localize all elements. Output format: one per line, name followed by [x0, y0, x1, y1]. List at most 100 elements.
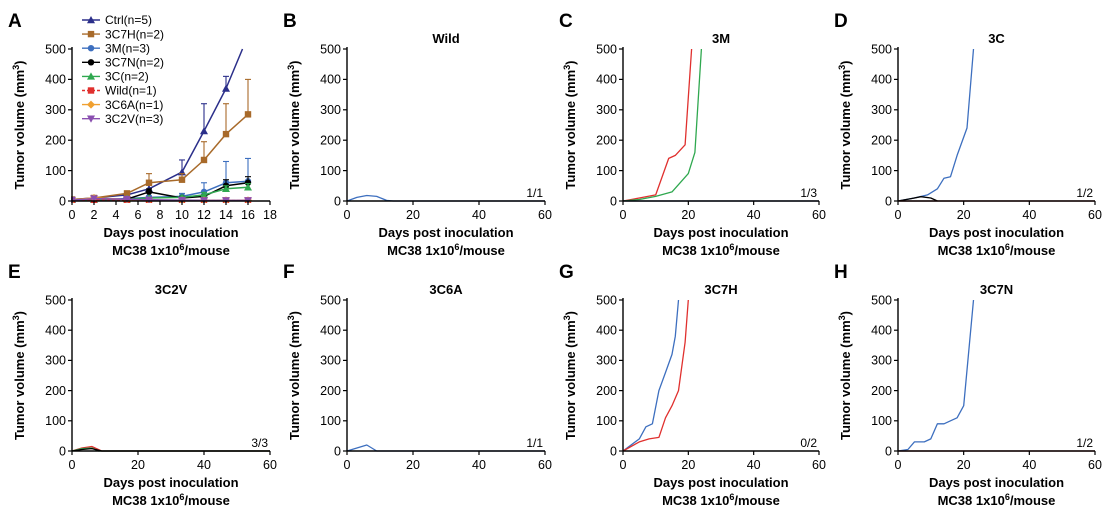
- x-tick-label: 2: [91, 208, 98, 222]
- x-axis-subtitle: MC38 1x106/mouse: [662, 242, 780, 258]
- x-axis-title: Days post inoculation: [929, 225, 1064, 240]
- y-axis-title: Tumor volume (mm3): [11, 60, 27, 189]
- data-point: [90, 195, 98, 203]
- series-group: [897, 48, 1095, 202]
- x-axis-title: Days post inoculation: [378, 225, 513, 240]
- series-group: [346, 444, 545, 452]
- y-tick-label: 400: [871, 324, 892, 338]
- legend-item: Wild(n=1): [82, 84, 157, 98]
- panel-title: 3C7H: [704, 282, 737, 297]
- legend-label: 3C(n=2): [105, 70, 149, 84]
- series-group: [622, 48, 819, 202]
- x-axis-subtitle: MC38 1x106/mouse: [662, 492, 780, 508]
- legend-item: 3C6A(n=1): [82, 98, 163, 112]
- x-tick-label: 0: [344, 458, 351, 472]
- x-tick-label: 20: [957, 208, 971, 222]
- y-tick-label: 400: [871, 73, 892, 87]
- x-tick-label: 60: [538, 208, 552, 222]
- data-point: [178, 176, 186, 183]
- x-tick-label: 60: [1088, 208, 1102, 222]
- y-tick-label: 200: [45, 384, 66, 398]
- data-point: [244, 179, 252, 186]
- y-tick-label: 0: [885, 444, 892, 458]
- data-point: [145, 179, 153, 186]
- y-tick-label: 200: [45, 134, 66, 148]
- panel-letter: B: [283, 11, 297, 32]
- series-line-0: [346, 444, 545, 452]
- x-tick-label: 40: [747, 208, 761, 222]
- legend-marker: [87, 45, 95, 52]
- data-point: [222, 197, 230, 203]
- x-axis-title: Days post inoculation: [103, 475, 238, 490]
- x-tick-label: 0: [895, 458, 902, 472]
- y-tick-label: 400: [45, 73, 66, 87]
- y-tick-label: 200: [596, 134, 617, 148]
- x-tick-label: 40: [197, 458, 211, 472]
- panel-f: F 3C6A 0 100 200 300 400 500 0 20 40 60 Tumor volume…: [283, 262, 552, 472]
- legend-item: 3C7N(n=2): [82, 56, 164, 70]
- legend-marker: [87, 59, 95, 66]
- y-tick-label: 500: [596, 42, 617, 56]
- data-point: [123, 195, 131, 203]
- y-tick-label: 300: [320, 103, 341, 117]
- y-tick-label: 300: [320, 354, 341, 368]
- y-tick-label: 100: [596, 414, 617, 428]
- series-line-0: [622, 48, 693, 202]
- legend-label: 3C7H(n=2): [105, 27, 164, 41]
- panel-letter: F: [283, 262, 295, 283]
- panel-title: Wild: [432, 31, 459, 46]
- panel-b: B Wild 0 100 200 300 400 500 0 20 40 60 Days post in…: [283, 11, 552, 258]
- y-tick-label: 100: [320, 414, 341, 428]
- y-axis-title: Tumor volume (mm3): [837, 60, 853, 189]
- y-tick-label: 400: [45, 324, 66, 338]
- x-tick-label: 60: [1088, 458, 1102, 472]
- y-tick-label: 500: [320, 42, 341, 56]
- legend-label: 3C7N(n=2): [105, 56, 164, 70]
- y-tick-label: 0: [885, 194, 892, 208]
- series-line-1: [622, 48, 703, 202]
- x-tick-label: 20: [131, 458, 145, 472]
- y-tick-label: 400: [596, 324, 617, 338]
- y-tick-label: 0: [334, 194, 341, 208]
- series-line-1: [71, 113, 249, 201]
- legend-label: 3C2V(n=3): [105, 112, 163, 126]
- y-tick-label: 400: [320, 324, 341, 338]
- x-tick-label: 60: [812, 458, 826, 472]
- panel-title: 3M: [712, 31, 730, 46]
- x-tick-label: 20: [957, 458, 971, 472]
- panel-c: C 3M 0 100 200 300 400 500 0 20 40 60 Days post inoc…: [559, 11, 826, 258]
- legend-marker: [87, 16, 95, 24]
- x-tick-label: 8: [157, 208, 164, 222]
- error-bar: [245, 78, 251, 115]
- panel-g: G 3C7H 0 100 200 300 400 500 0 20 40 60 Days post in…: [559, 262, 826, 508]
- x-axis-title: Days post inoculation: [653, 475, 788, 490]
- y-tick-label: 0: [334, 444, 341, 458]
- data-point: [123, 190, 131, 197]
- series-group: [897, 299, 1095, 452]
- y-tick-label: 500: [45, 42, 66, 56]
- y-tick-label: 100: [596, 164, 617, 178]
- y-tick-label: 300: [596, 354, 617, 368]
- y-axis-title: Tumor volume (mm3): [11, 311, 27, 440]
- x-axis-subtitle: MC38 1x106/mouse: [387, 242, 505, 258]
- x-tick-label: 6: [135, 208, 142, 222]
- x-tick-label: 0: [344, 208, 351, 222]
- panel-letter: D: [834, 11, 848, 32]
- legend-label: Ctrl(n=5): [105, 13, 152, 27]
- y-tick-label: 500: [596, 293, 617, 307]
- x-tick-label: 20: [406, 208, 420, 222]
- x-tick-label: 60: [812, 208, 826, 222]
- x-tick-label: 40: [747, 458, 761, 472]
- series-line-0: [897, 48, 975, 202]
- error-bar: [223, 103, 229, 135]
- y-tick-label: 200: [871, 384, 892, 398]
- x-tick-label: 40: [1022, 208, 1036, 222]
- panel-letter: A: [8, 11, 22, 32]
- y-tick-label: 0: [610, 194, 617, 208]
- y-tick-label: 100: [320, 164, 341, 178]
- legend: Ctrl(n=5)3C7H(n=2)3M(n=3)3C7N(n=2)3C(n=2…: [82, 13, 164, 126]
- x-tick-label: 40: [472, 458, 486, 472]
- y-tick-label: 300: [596, 103, 617, 117]
- y-tick-label: 500: [871, 42, 892, 56]
- legend-label: 3M(n=3): [105, 41, 150, 55]
